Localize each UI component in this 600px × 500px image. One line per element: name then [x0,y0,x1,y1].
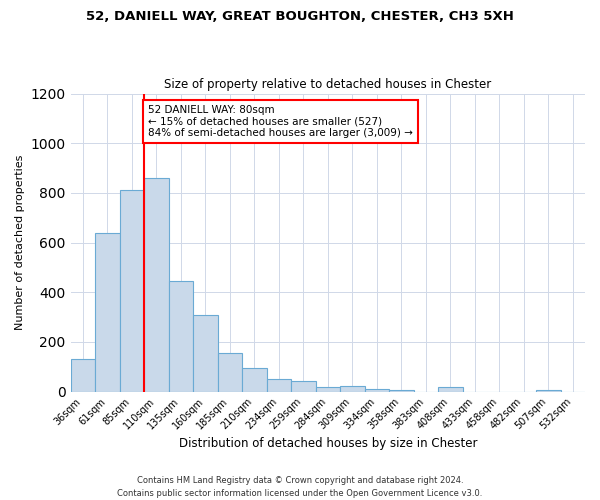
Text: Contains HM Land Registry data © Crown copyright and database right 2024.
Contai: Contains HM Land Registry data © Crown c… [118,476,482,498]
Bar [316,387,340,392]
Bar [389,390,413,392]
Bar [193,314,218,392]
Bar [340,386,365,392]
Text: 52, DANIELL WAY, GREAT BOUGHTON, CHESTER, CH3 5XH: 52, DANIELL WAY, GREAT BOUGHTON, CHESTER… [86,10,514,23]
Bar [119,190,144,392]
Bar [365,389,389,392]
Bar [266,379,291,392]
Title: Size of property relative to detached houses in Chester: Size of property relative to detached ho… [164,78,491,91]
Bar [438,387,463,392]
Bar [218,353,242,392]
Bar [536,390,560,392]
Bar [291,381,316,392]
X-axis label: Distribution of detached houses by size in Chester: Distribution of detached houses by size … [179,437,477,450]
Text: 52 DANIELL WAY: 80sqm
← 15% of detached houses are smaller (527)
84% of semi-det: 52 DANIELL WAY: 80sqm ← 15% of detached … [148,104,413,138]
Bar [144,178,169,392]
Bar [169,281,193,392]
Bar [71,360,95,392]
Bar [242,368,266,392]
Y-axis label: Number of detached properties: Number of detached properties [15,155,25,330]
Bar [95,232,119,392]
